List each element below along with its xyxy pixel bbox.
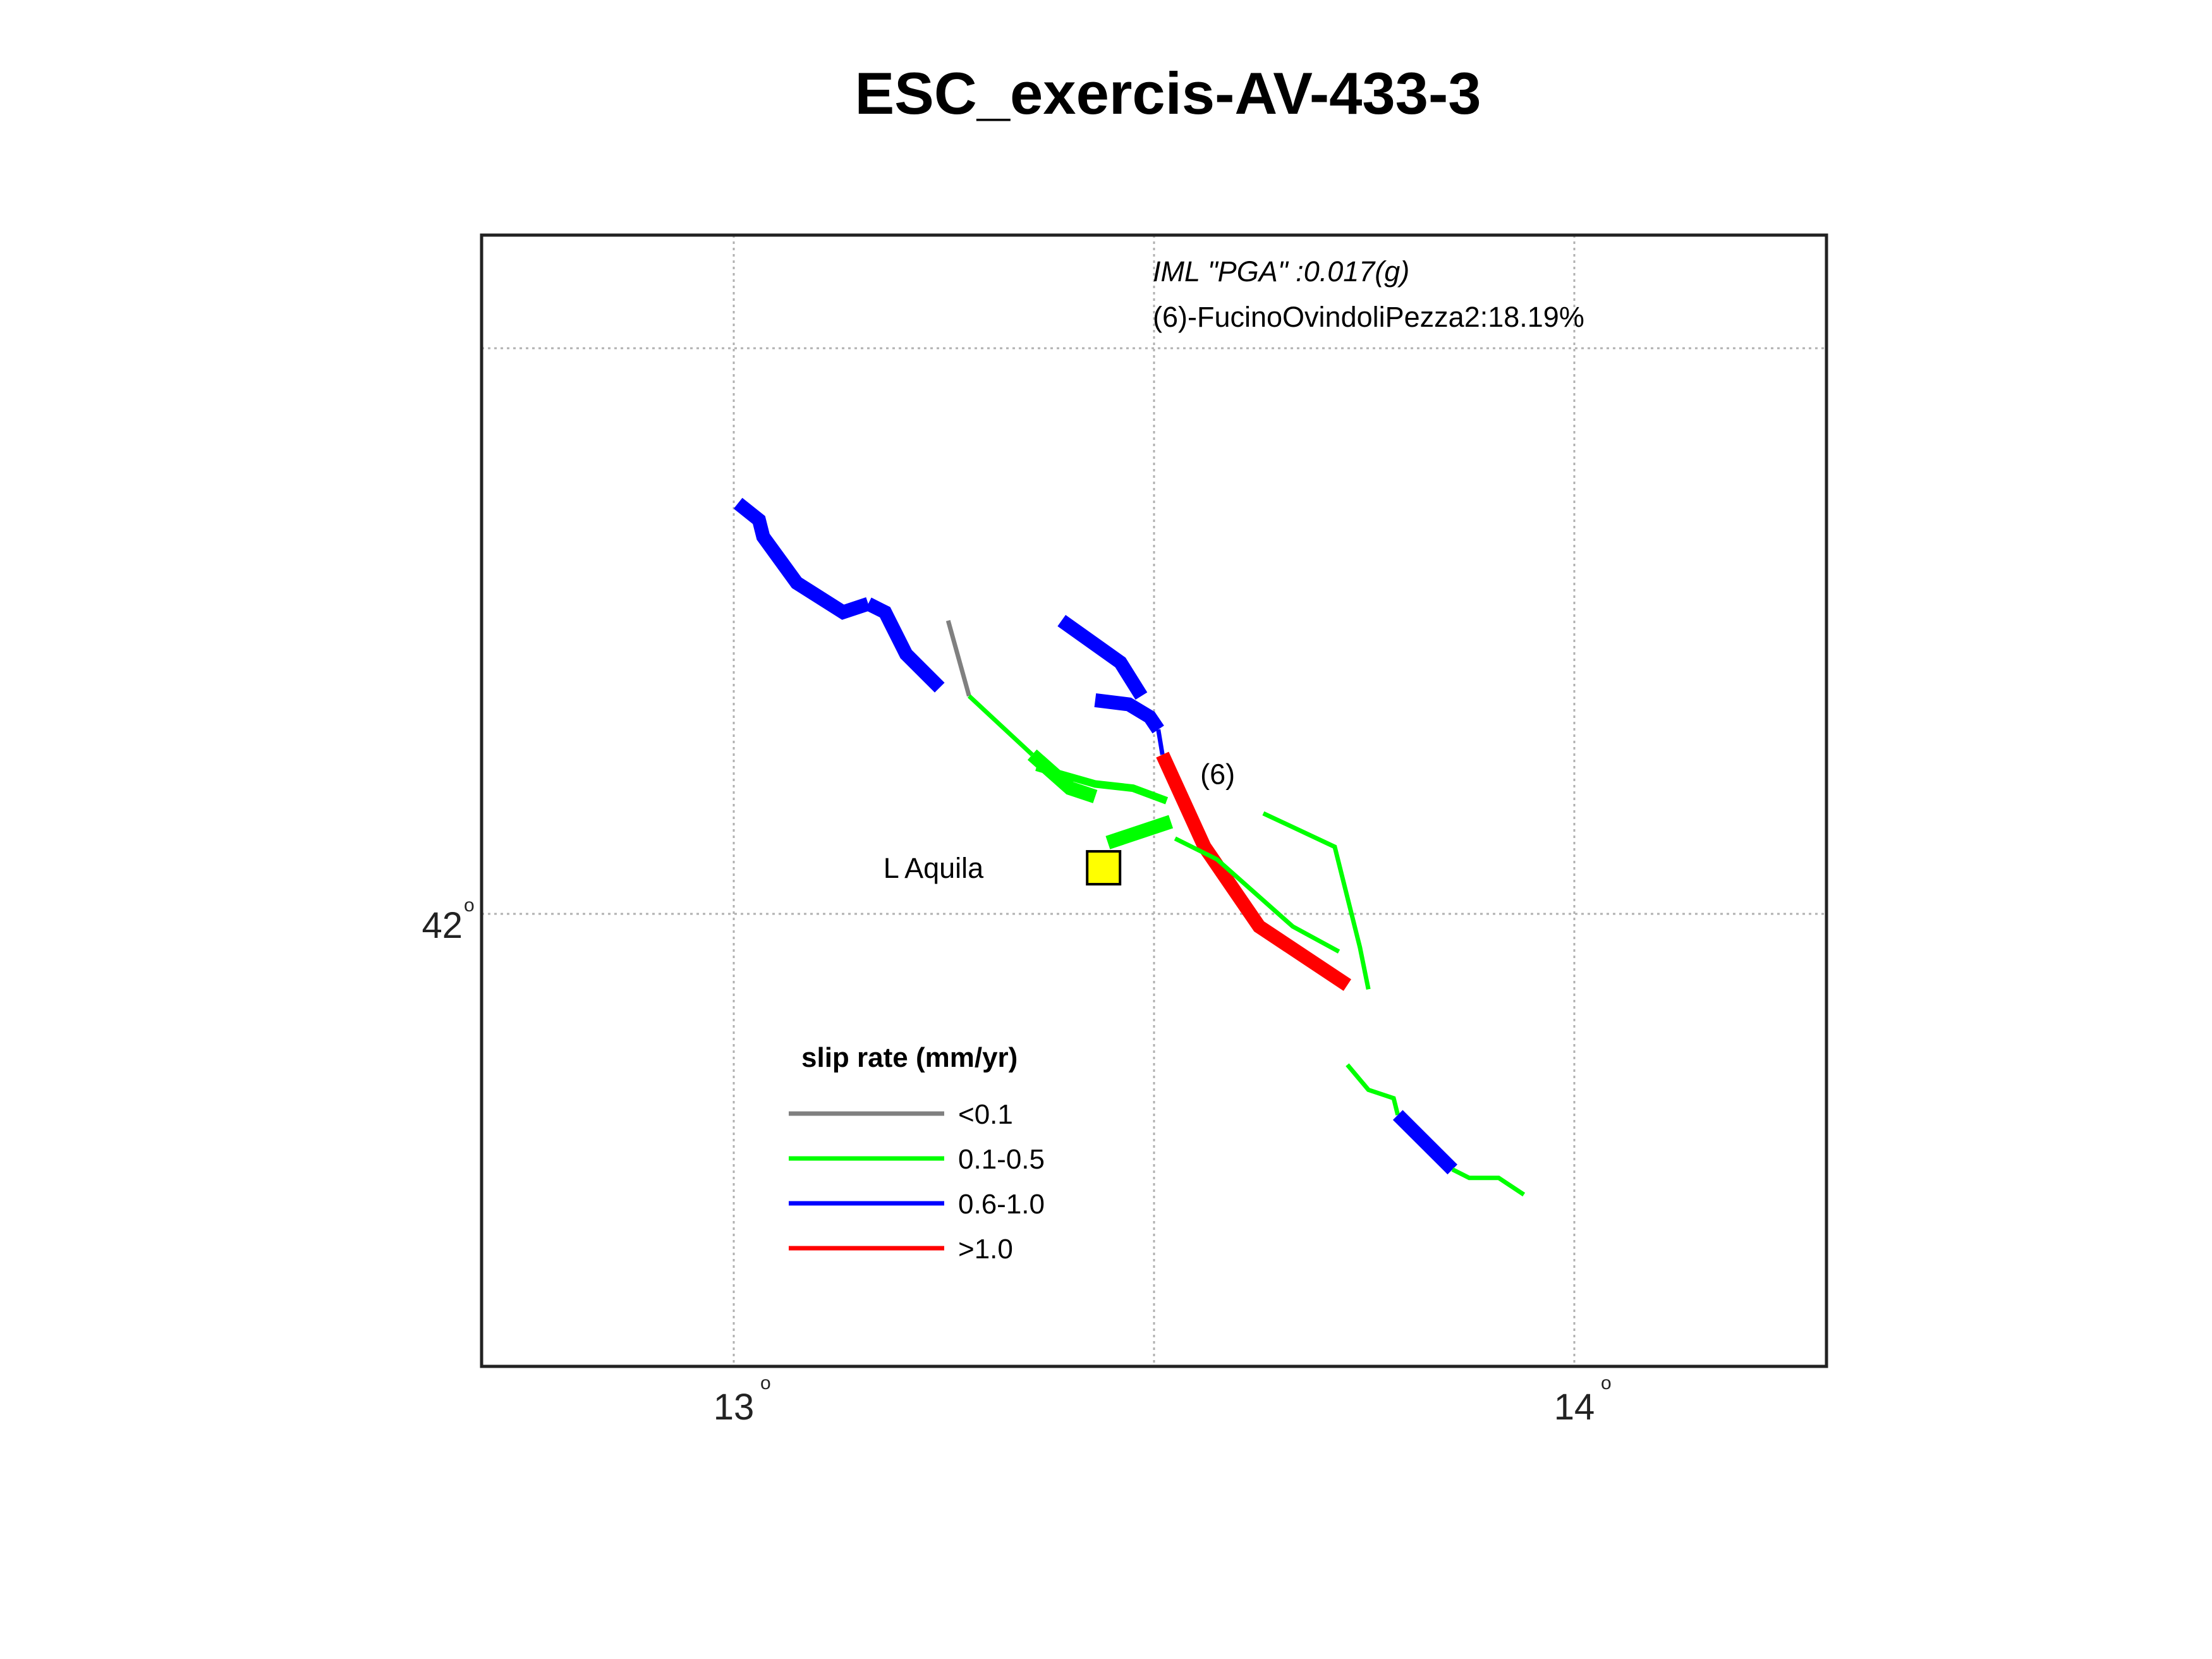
y-tick-degree-42: o <box>464 895 475 916</box>
fault-trace-16 <box>1451 1167 1526 1197</box>
fault-trace-12 <box>1174 836 1340 954</box>
y-tick-label-42: 42 <box>422 905 463 946</box>
x-tick-label-13: 13 <box>714 1387 755 1428</box>
site-label: L Aquila <box>884 852 984 884</box>
fault-trace-14 <box>1346 1063 1401 1116</box>
fault-trace-9 <box>1094 693 1164 734</box>
map-axes: L Aquila (6) IML "PGA" :0.017(g) (6)-Fuc… <box>480 233 1828 1368</box>
fault-trace-2 <box>865 597 945 693</box>
x-tick-label-14: 14 <box>1554 1387 1595 1428</box>
legend-label-1: <0.1 <box>958 1099 1013 1130</box>
legend-label-2: 0.1-0.5 <box>958 1144 1045 1175</box>
fault-trace-6 <box>1035 763 1169 805</box>
legend: slip rate (mm/yr) <0.1 0.1-0.5 0.6-1.0 >1.0 <box>789 1042 1045 1265</box>
fault-traces <box>733 497 1526 1197</box>
fault-trace-15 <box>1392 1110 1457 1175</box>
fault-trace-1 <box>733 497 871 620</box>
fault-trace-3 <box>945 619 971 697</box>
legend-label-3: 0.6-1.0 <box>958 1189 1045 1220</box>
legend-label-4: >1.0 <box>958 1234 1013 1265</box>
figure-title: ESC_exercis-AV-433-3 <box>854 60 1481 126</box>
x-tick-degree-13: o <box>760 1373 771 1394</box>
fault-trace-8 <box>1057 614 1148 700</box>
fault-label: (6) <box>1200 758 1235 790</box>
legend-items: <0.1 0.1-0.5 0.6-1.0 >1.0 <box>789 1099 1045 1265</box>
site-marker <box>1086 850 1122 886</box>
iml-annotation: IML "PGA" :0.017(g) <box>1153 255 1409 288</box>
fault-trace-4 <box>968 694 1034 757</box>
map-frame <box>480 233 1828 1368</box>
fault-trace-10 <box>1156 729 1165 755</box>
grid-lines <box>482 235 1826 1366</box>
fault-trace-13 <box>1262 811 1371 990</box>
legend-title: slip rate (mm/yr) <box>801 1042 1018 1073</box>
fault-trace-11 <box>1156 751 1351 991</box>
x-tick-degree-14: o <box>1601 1373 1612 1394</box>
fault-trace-7 <box>1105 815 1174 849</box>
source-annotation: (6)-FucinoOvindoliPezza2:18.19% <box>1153 301 1584 333</box>
